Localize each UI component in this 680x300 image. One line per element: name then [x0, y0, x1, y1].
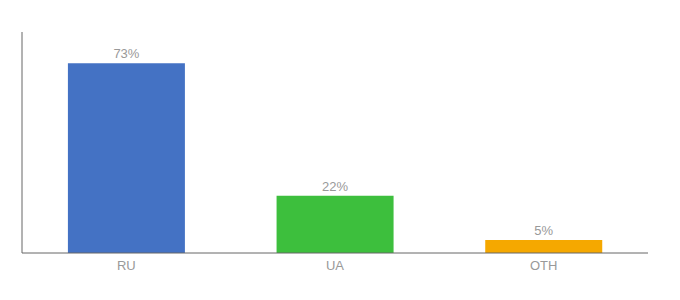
- svg-text:73%: 73%: [113, 46, 139, 61]
- svg-text:22%: 22%: [322, 179, 348, 194]
- svg-text:RU: RU: [117, 258, 136, 273]
- svg-text:5%: 5%: [534, 223, 553, 238]
- svg-text:OTH: OTH: [530, 258, 557, 273]
- svg-text:UA: UA: [326, 258, 344, 273]
